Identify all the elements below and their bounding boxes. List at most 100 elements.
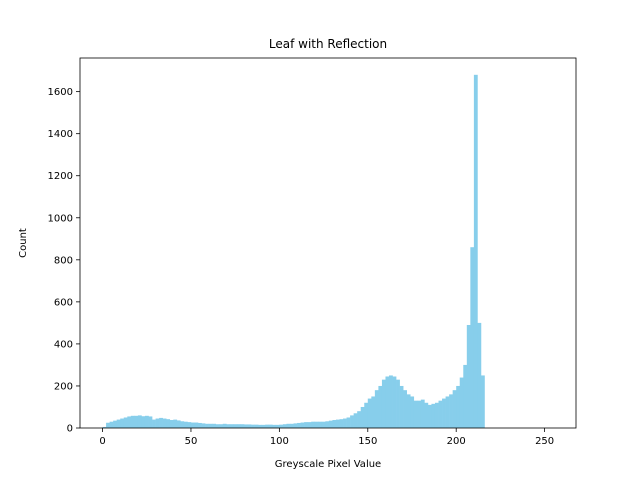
histogram-bar <box>268 424 273 428</box>
x-tick-label: 150 <box>358 436 377 447</box>
y-tick-label: 1600 <box>48 87 73 98</box>
y-tick-label: 200 <box>54 381 73 392</box>
histogram-bar <box>389 375 393 428</box>
x-axis-label: Greyscale Pixel Value <box>275 459 381 470</box>
histogram-bar <box>254 424 259 428</box>
histogram-bar <box>219 424 224 428</box>
histogram-bar <box>183 421 188 428</box>
histogram-bar <box>304 422 308 428</box>
histogram-bar <box>173 419 178 428</box>
histogram-bar <box>378 385 383 428</box>
histogram-bar <box>466 324 471 428</box>
histogram-bar <box>201 423 206 428</box>
histogram-bar <box>289 423 294 428</box>
histogram-bar <box>374 390 379 428</box>
histogram-bar <box>463 364 468 428</box>
x-tick-label: 200 <box>447 436 466 447</box>
histogram-bar <box>424 402 429 428</box>
histogram-bar <box>346 417 351 428</box>
histogram-bar <box>343 418 347 428</box>
histogram-bar <box>212 423 217 428</box>
histogram-bar <box>282 424 287 428</box>
histogram-bar <box>229 424 234 428</box>
histogram-bar <box>328 420 333 428</box>
histogram-bar <box>311 421 316 428</box>
histogram-bar <box>392 376 397 428</box>
histogram-bar <box>321 421 326 428</box>
histogram-bar <box>106 422 110 428</box>
histogram-bar <box>208 423 213 428</box>
histogram-bar <box>102 426 107 428</box>
histogram-bar <box>357 411 362 428</box>
histogram-bar <box>339 419 344 428</box>
plot-frame <box>79 57 577 429</box>
histogram-bar <box>431 403 436 428</box>
histogram-bar <box>449 394 453 428</box>
histogram-bar <box>152 419 156 428</box>
histogram-bar <box>155 418 160 428</box>
chart-title: Leaf with Reflection <box>269 37 387 51</box>
histogram-bar <box>272 424 277 428</box>
histogram-bar <box>318 421 323 428</box>
histogram-bar <box>434 402 439 428</box>
histogram-bar <box>244 424 248 428</box>
histogram-bar <box>314 421 319 428</box>
histogram-bar <box>413 400 418 428</box>
histogram-bar <box>367 398 372 428</box>
y-tick-label: 400 <box>54 339 73 350</box>
bars-group <box>102 74 485 429</box>
histogram-bar <box>420 399 425 428</box>
y-tick-label: 0 <box>67 424 73 435</box>
histogram-bar <box>194 422 199 428</box>
y-axis-ticks: 0 200 400 600 800 1000 1200 1400 1600 <box>48 87 80 435</box>
x-axis-ticks: 0 50 100 150 200 250 <box>99 428 554 447</box>
histogram-bar <box>442 398 446 428</box>
histogram-bar <box>144 415 149 428</box>
histogram-bar <box>265 424 270 428</box>
histogram-bar <box>162 418 167 428</box>
histogram-bar <box>251 424 255 428</box>
histogram-bar <box>286 423 291 428</box>
histogram-bar <box>113 420 117 428</box>
histogram-bar <box>127 416 132 428</box>
histogram-bar <box>406 394 411 428</box>
histogram-bar <box>350 415 354 428</box>
histogram-bar <box>205 423 209 428</box>
histogram-bar <box>473 74 478 429</box>
y-tick-label: 1000 <box>48 213 73 224</box>
y-tick-label: 800 <box>54 255 73 266</box>
x-tick-label: 0 <box>99 436 105 447</box>
histogram-bar <box>427 404 432 428</box>
histogram-bar <box>240 424 245 428</box>
histogram-bar <box>116 419 121 428</box>
x-tick-label: 100 <box>270 436 289 447</box>
histogram-bar <box>166 419 171 428</box>
y-tick-label: 1400 <box>48 129 73 140</box>
histogram-bar <box>396 379 400 428</box>
histogram-bar <box>198 422 202 428</box>
histogram-bar <box>410 396 415 428</box>
histogram-bar <box>325 421 330 428</box>
histogram-bar <box>470 247 475 428</box>
histogram-bar <box>445 396 450 428</box>
histogram-bar <box>477 322 482 428</box>
histogram-bar <box>335 419 340 428</box>
histogram-bar <box>353 413 358 428</box>
y-tick-label: 1200 <box>48 171 73 182</box>
histogram-bar <box>180 421 185 428</box>
histogram-bar <box>187 422 192 428</box>
histogram-bar <box>332 420 337 428</box>
y-tick-label: 600 <box>54 297 73 308</box>
histogram-bar <box>480 375 485 428</box>
histogram-bar <box>215 424 220 428</box>
histogram-bar <box>360 406 365 428</box>
x-tick-label: 50 <box>185 436 198 447</box>
histogram-bar <box>109 421 114 428</box>
histogram-bar <box>236 424 241 428</box>
histogram-bar <box>190 422 195 428</box>
histogram-bar <box>399 385 404 428</box>
histogram-bar <box>307 422 312 428</box>
histogram-bar <box>148 416 153 428</box>
histogram-bar <box>134 415 139 428</box>
